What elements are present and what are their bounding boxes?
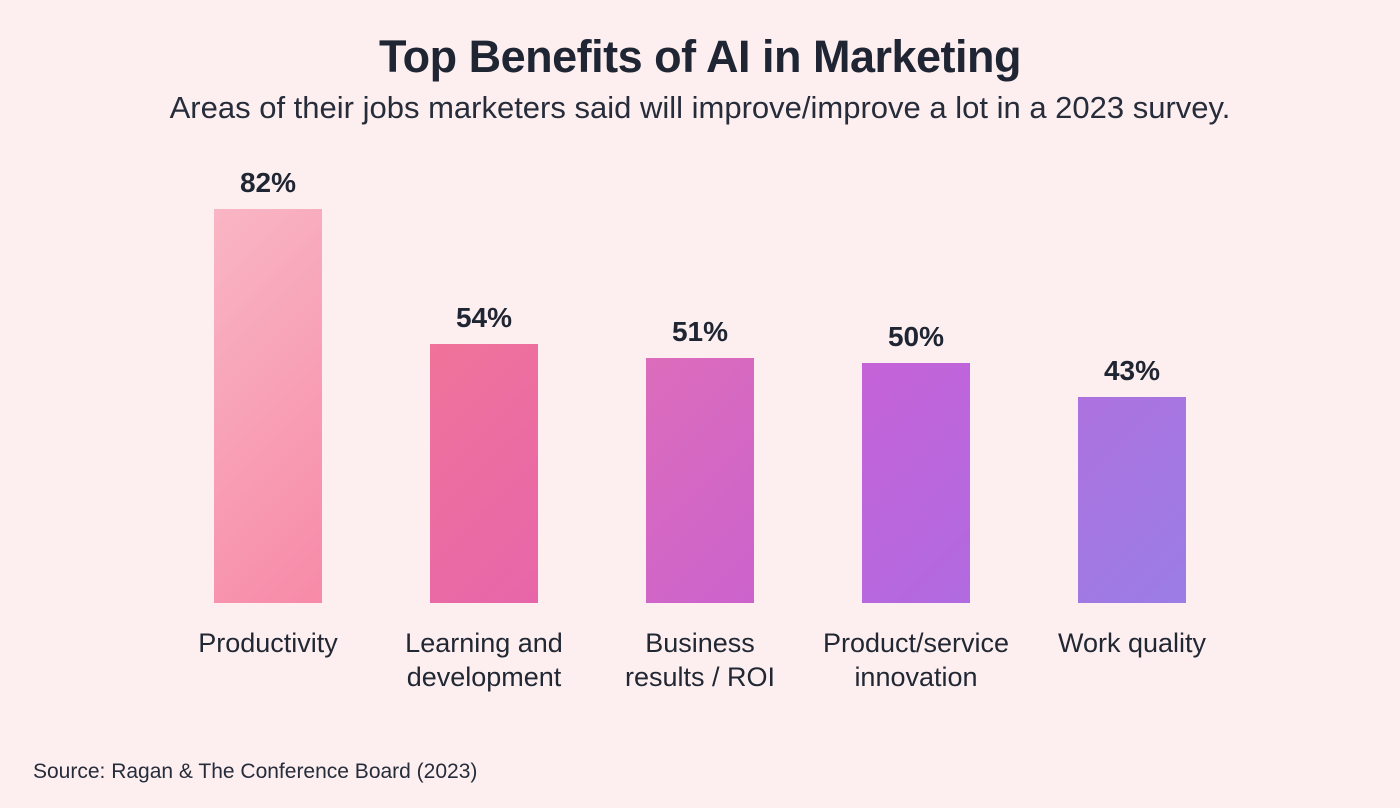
source-note: Source: Ragan & The Conference Board (20… (33, 760, 478, 783)
bar-learning-and-development (430, 344, 538, 603)
bars-row: 82% 54% 51% 50% 43% (160, 148, 1240, 603)
bar-stack-learning-and-development: 54% (430, 148, 538, 603)
label-column-learning-and-development: Learning and development (376, 603, 592, 694)
bar-stack-business-results-roi: 51% (646, 148, 754, 603)
value-label-learning-and-development: 54% (455, 302, 513, 333)
bar-stack-productivity: 82% (214, 148, 322, 603)
label-column-work-quality: Work quality (1024, 603, 1240, 694)
bar-stack-product-service-innovation: 50% (862, 148, 970, 603)
category-label-productivity: Productivity (198, 628, 338, 658)
label-column-business-results-roi: Business results / ROI (592, 603, 808, 694)
bar-column-product-service-innovation: 50% (808, 148, 1024, 603)
value-label-business-results-roi: 51% (671, 316, 729, 347)
bar-productivity (214, 209, 322, 603)
bar-column-learning-and-development: 54% (376, 148, 592, 603)
bar-business-results-roi (646, 358, 754, 603)
chart-subtitle: Areas of their jobs marketers said will … (169, 90, 1231, 125)
label-column-product-service-innovation: Product/service innovation (808, 603, 1024, 694)
category-label-business-results-roi: Business results / ROI (624, 628, 776, 692)
bar-column-productivity: 82% (160, 148, 376, 603)
value-label-work-quality: 43% (1103, 355, 1161, 386)
value-label-product-service-innovation: 50% (887, 321, 945, 352)
bar-column-business-results-roi: 51% (592, 148, 808, 603)
category-label-learning-and-development: Learning and development (405, 628, 563, 692)
bar-stack-work-quality: 43% (1078, 148, 1186, 603)
chart-title: Top Benefits of AI in Marketing (378, 31, 1022, 82)
label-column-productivity: Productivity (160, 603, 376, 694)
category-label-product-service-innovation: Product/service innovation (822, 628, 1010, 692)
category-label-work-quality: Work quality (1057, 628, 1207, 658)
bar-work-quality (1078, 397, 1186, 603)
chart-header: Top Benefits of AI in Marketing Areas of… (0, 28, 1400, 130)
value-label-productivity: 82% (239, 167, 297, 198)
bar-column-work-quality: 43% (1024, 148, 1240, 603)
bar-chart: 82% 54% 51% 50% 43% Productivity Learning and… (0, 148, 1400, 694)
bar-product-service-innovation (862, 363, 970, 603)
category-labels-row: Productivity Learning and development Busin… (160, 603, 1240, 694)
